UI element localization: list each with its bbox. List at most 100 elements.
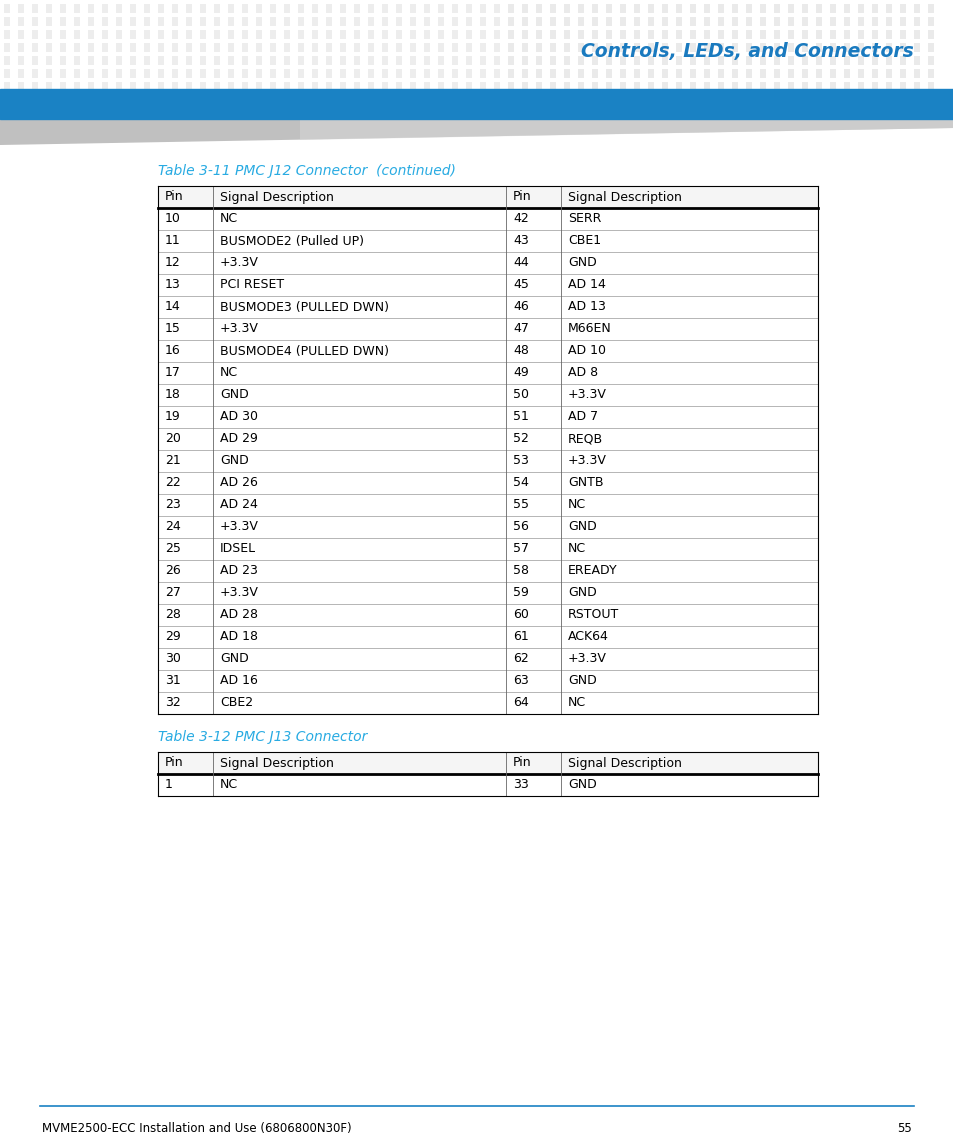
Text: 42: 42 bbox=[513, 213, 528, 226]
FancyBboxPatch shape bbox=[130, 30, 136, 39]
FancyBboxPatch shape bbox=[718, 17, 723, 26]
FancyBboxPatch shape bbox=[395, 69, 401, 78]
FancyBboxPatch shape bbox=[829, 69, 835, 78]
FancyBboxPatch shape bbox=[885, 44, 891, 52]
FancyBboxPatch shape bbox=[745, 82, 751, 90]
FancyBboxPatch shape bbox=[829, 17, 835, 26]
FancyBboxPatch shape bbox=[689, 69, 696, 78]
FancyBboxPatch shape bbox=[74, 3, 80, 13]
FancyBboxPatch shape bbox=[270, 30, 275, 39]
FancyBboxPatch shape bbox=[843, 56, 849, 65]
Bar bbox=[158, 318, 817, 340]
FancyBboxPatch shape bbox=[857, 44, 863, 52]
FancyBboxPatch shape bbox=[46, 3, 52, 13]
FancyBboxPatch shape bbox=[32, 17, 38, 26]
FancyBboxPatch shape bbox=[368, 44, 374, 52]
FancyBboxPatch shape bbox=[494, 56, 499, 65]
FancyBboxPatch shape bbox=[843, 44, 849, 52]
Text: 16: 16 bbox=[165, 345, 180, 357]
Text: REQB: REQB bbox=[567, 433, 602, 445]
Text: AD 30: AD 30 bbox=[220, 411, 257, 424]
FancyBboxPatch shape bbox=[801, 56, 807, 65]
FancyBboxPatch shape bbox=[4, 3, 10, 13]
Text: 23: 23 bbox=[165, 498, 180, 512]
Text: EREADY: EREADY bbox=[567, 564, 617, 577]
Text: AD 29: AD 29 bbox=[220, 433, 257, 445]
FancyBboxPatch shape bbox=[228, 69, 233, 78]
FancyBboxPatch shape bbox=[689, 30, 696, 39]
Text: 24: 24 bbox=[165, 521, 180, 534]
FancyBboxPatch shape bbox=[200, 30, 206, 39]
Bar bbox=[158, 297, 817, 318]
Bar bbox=[158, 752, 817, 774]
FancyBboxPatch shape bbox=[718, 82, 723, 90]
FancyBboxPatch shape bbox=[760, 30, 765, 39]
FancyBboxPatch shape bbox=[787, 82, 793, 90]
FancyBboxPatch shape bbox=[927, 82, 933, 90]
Text: 21: 21 bbox=[165, 455, 180, 467]
FancyBboxPatch shape bbox=[465, 17, 472, 26]
FancyBboxPatch shape bbox=[242, 44, 248, 52]
FancyBboxPatch shape bbox=[913, 30, 919, 39]
Text: +3.3V: +3.3V bbox=[220, 323, 258, 335]
Text: Signal Description: Signal Description bbox=[220, 190, 334, 204]
FancyBboxPatch shape bbox=[829, 30, 835, 39]
FancyBboxPatch shape bbox=[899, 82, 905, 90]
Bar bbox=[158, 626, 817, 648]
FancyBboxPatch shape bbox=[410, 44, 416, 52]
FancyBboxPatch shape bbox=[339, 3, 346, 13]
Text: CBE2: CBE2 bbox=[220, 696, 253, 710]
FancyBboxPatch shape bbox=[676, 69, 681, 78]
FancyBboxPatch shape bbox=[494, 17, 499, 26]
FancyBboxPatch shape bbox=[200, 82, 206, 90]
FancyBboxPatch shape bbox=[760, 17, 765, 26]
Text: 45: 45 bbox=[513, 278, 528, 292]
Text: AD 8: AD 8 bbox=[567, 366, 598, 379]
FancyBboxPatch shape bbox=[102, 69, 108, 78]
FancyBboxPatch shape bbox=[731, 56, 738, 65]
FancyBboxPatch shape bbox=[857, 56, 863, 65]
Text: NC: NC bbox=[220, 213, 238, 226]
FancyBboxPatch shape bbox=[213, 82, 220, 90]
FancyBboxPatch shape bbox=[395, 56, 401, 65]
FancyBboxPatch shape bbox=[718, 56, 723, 65]
Bar bbox=[158, 185, 817, 208]
FancyBboxPatch shape bbox=[395, 3, 401, 13]
FancyBboxPatch shape bbox=[354, 3, 359, 13]
FancyBboxPatch shape bbox=[536, 82, 541, 90]
FancyBboxPatch shape bbox=[18, 3, 24, 13]
FancyBboxPatch shape bbox=[927, 17, 933, 26]
FancyBboxPatch shape bbox=[801, 69, 807, 78]
FancyBboxPatch shape bbox=[647, 17, 654, 26]
FancyBboxPatch shape bbox=[354, 56, 359, 65]
FancyBboxPatch shape bbox=[116, 3, 122, 13]
FancyBboxPatch shape bbox=[703, 44, 709, 52]
Text: 22: 22 bbox=[165, 476, 180, 490]
FancyBboxPatch shape bbox=[773, 82, 780, 90]
Text: BUSMODE2 (Pulled UP): BUSMODE2 (Pulled UP) bbox=[220, 235, 364, 247]
FancyBboxPatch shape bbox=[354, 17, 359, 26]
FancyBboxPatch shape bbox=[885, 69, 891, 78]
FancyBboxPatch shape bbox=[592, 82, 598, 90]
FancyBboxPatch shape bbox=[465, 44, 472, 52]
FancyBboxPatch shape bbox=[927, 30, 933, 39]
FancyBboxPatch shape bbox=[745, 56, 751, 65]
FancyBboxPatch shape bbox=[158, 17, 164, 26]
FancyBboxPatch shape bbox=[326, 56, 332, 65]
FancyBboxPatch shape bbox=[228, 3, 233, 13]
FancyBboxPatch shape bbox=[507, 69, 514, 78]
FancyBboxPatch shape bbox=[634, 44, 639, 52]
FancyBboxPatch shape bbox=[423, 30, 430, 39]
Bar bbox=[158, 692, 817, 714]
FancyBboxPatch shape bbox=[829, 3, 835, 13]
FancyBboxPatch shape bbox=[507, 82, 514, 90]
Bar bbox=[158, 670, 817, 692]
FancyBboxPatch shape bbox=[74, 82, 80, 90]
FancyBboxPatch shape bbox=[60, 56, 66, 65]
FancyBboxPatch shape bbox=[536, 44, 541, 52]
FancyBboxPatch shape bbox=[102, 17, 108, 26]
Text: 26: 26 bbox=[165, 564, 180, 577]
FancyBboxPatch shape bbox=[829, 56, 835, 65]
FancyBboxPatch shape bbox=[787, 69, 793, 78]
FancyBboxPatch shape bbox=[88, 82, 94, 90]
